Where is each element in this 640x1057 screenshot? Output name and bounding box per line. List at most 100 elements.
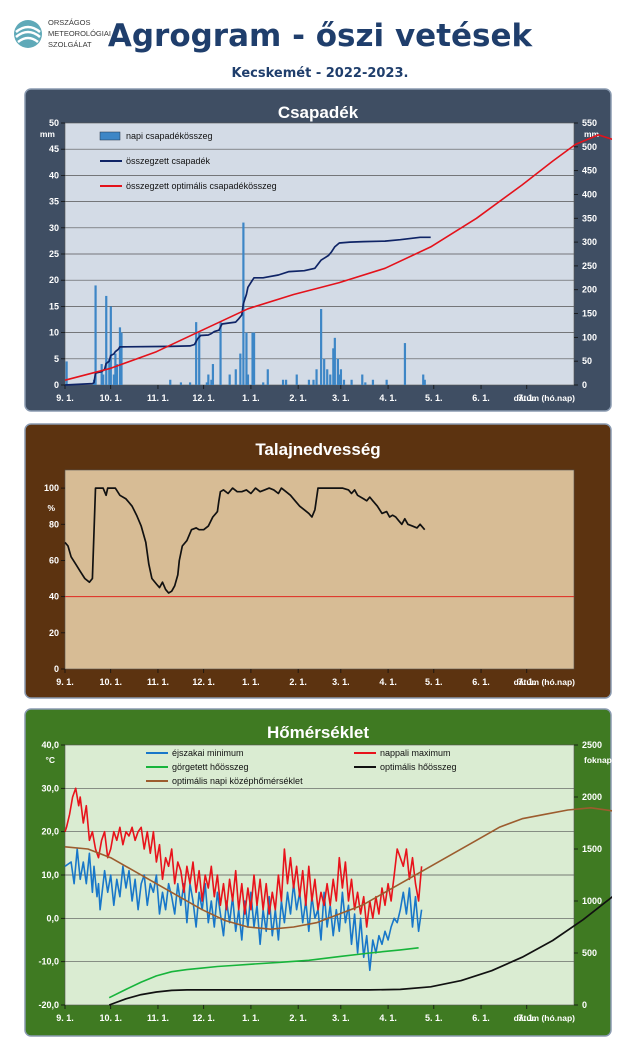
x-tick-label: 11. 1. xyxy=(147,677,169,687)
x-tick-label: 11. 1. xyxy=(147,393,169,403)
y2-axis-unit: foknap xyxy=(584,755,612,765)
y-tick-label: 45 xyxy=(49,144,59,154)
precip-bar xyxy=(246,374,250,385)
header: ORSZÁGOS METEOROLÓGIAI SZOLGÁLAT Agrogra… xyxy=(0,0,640,86)
precip-bar xyxy=(422,374,425,385)
precip-bar xyxy=(245,332,248,385)
precip-bar xyxy=(205,382,208,385)
precip-bar xyxy=(109,306,112,385)
legend-swatch xyxy=(99,131,121,141)
precip-bar xyxy=(100,364,103,385)
x-tick-label: 1. 1. xyxy=(242,393,260,403)
y2-tick-label: 250 xyxy=(582,261,597,271)
x-tick-label: 7. 1. xyxy=(518,677,536,687)
x-tick-label: 12. 1. xyxy=(192,1013,215,1023)
temperature-chart: Hőmérséklet -20,0 -10,0 0,0 10,0 20,0 30,0 40,0… xyxy=(24,708,612,1037)
y-tick-label: 40 xyxy=(49,170,59,180)
y-axis-unit: mm xyxy=(40,129,56,139)
precip-bar xyxy=(108,358,111,385)
series-line-1 xyxy=(64,787,423,928)
precip-bar xyxy=(350,379,353,385)
x-tick-label: 1. 1. xyxy=(242,1013,260,1023)
y-axis-unit: °C xyxy=(45,755,55,765)
precip-bar xyxy=(423,379,426,385)
series-line-0 xyxy=(64,487,426,594)
y-tick-label: 40,0 xyxy=(41,740,59,750)
y2-tick-label: 500 xyxy=(582,948,597,958)
legend-label: optimális hőösszeg xyxy=(380,762,457,772)
x-tick-label: 7. 1. xyxy=(518,393,536,403)
precip-bar xyxy=(262,382,265,385)
x-tick-label: 2. 1. xyxy=(289,677,307,687)
precip-bar xyxy=(361,374,364,385)
y-tick-label: 80 xyxy=(49,519,59,529)
y2-tick-label: 150 xyxy=(582,309,597,319)
precip-bar xyxy=(312,379,315,385)
precip-bar xyxy=(252,332,256,385)
y-tick-label: 5 xyxy=(54,354,59,364)
precip-bar xyxy=(338,374,341,385)
x-tick-label: 9. 1. xyxy=(56,1013,74,1023)
x-tick-label: 2. 1. xyxy=(289,393,307,403)
precip-bar xyxy=(385,379,388,385)
precip-bar xyxy=(307,379,311,385)
precip-bar xyxy=(234,369,237,385)
precip-bar xyxy=(179,382,183,385)
x-tick-label: 12. 1. xyxy=(192,677,215,687)
precip-bar xyxy=(315,369,318,385)
precip-bar xyxy=(320,309,323,385)
precip-bar xyxy=(326,369,329,385)
x-tick-label: 4. 1. xyxy=(379,1013,397,1023)
soil-moisture-panel: Talajnedvesség 0 20 40 60 80 100% 9. 1. 10. 1. 11… xyxy=(24,423,612,699)
y-tick-label: 20,0 xyxy=(41,827,59,837)
y-tick-label: 50 xyxy=(49,118,59,128)
series-line-2 xyxy=(108,947,419,999)
y-tick-label: 20 xyxy=(49,628,59,638)
precip-panel: Csapadék 0 5 10 15 20 25 30 35 40 45 50 mm 0 50 100 150 2… xyxy=(24,88,612,412)
chart-title: Talajnedvesség xyxy=(255,440,380,459)
series-line-0 xyxy=(64,848,423,972)
x-axis-unit: dátum (hó.nap) xyxy=(514,1013,576,1023)
y-tick-label: 25 xyxy=(49,249,59,259)
precip-bar xyxy=(195,322,198,385)
y2-tick-label: 500 xyxy=(582,142,597,152)
y2-tick-label: 400 xyxy=(582,189,597,199)
series-line-1 xyxy=(64,236,431,386)
y2-axis-unit: mm xyxy=(584,129,600,139)
precip-bar xyxy=(118,327,122,385)
y2-tick-label: 300 xyxy=(582,237,597,247)
x-tick-label: 6. 1. xyxy=(472,677,490,687)
x-tick-label: 6. 1. xyxy=(472,393,490,403)
x-tick-label: 10. 1. xyxy=(99,393,122,403)
precip-bar xyxy=(332,348,335,385)
precip-bar xyxy=(336,358,339,385)
precip-bar xyxy=(219,322,222,385)
x-tick-label: 5. 1. xyxy=(425,393,443,403)
temperature-panel: Hőmérséklet -20,0 -10,0 0,0 10,0 20,0 30,0 40,0… xyxy=(24,708,612,1037)
y-tick-label: 10,0 xyxy=(41,870,59,880)
precip-bar xyxy=(112,374,115,385)
x-tick-label: 3. 1. xyxy=(332,1013,350,1023)
series-line-4 xyxy=(64,807,612,930)
soil-moisture-chart: Talajnedvesség 0 20 40 60 80 100% 9. 1. 10. 1. 11… xyxy=(24,423,612,699)
x-axis-unit: dátum (hó.nap) xyxy=(514,677,576,687)
y-tick-label: 60 xyxy=(49,555,59,565)
precip-bar xyxy=(115,364,119,385)
legend-label: nappali maximum xyxy=(380,748,451,758)
legend-label: napi csapadékösszeg xyxy=(126,131,213,141)
x-tick-label: 1. 1. xyxy=(242,677,260,687)
precip-bar xyxy=(114,353,117,385)
y2-tick-label: 200 xyxy=(582,285,597,295)
y2-tick-label: 450 xyxy=(582,166,597,176)
precip-bar xyxy=(120,332,123,385)
precip-bar xyxy=(65,361,68,385)
precip-bar xyxy=(239,353,242,385)
x-tick-label: 10. 1. xyxy=(99,1013,122,1023)
y-tick-label: 0 xyxy=(54,664,59,674)
chart-title: Hőmérséklet xyxy=(267,723,369,742)
y-tick-label: -10,0 xyxy=(38,957,59,967)
y-tick-label: 100 xyxy=(44,483,59,493)
y-tick-label: 0 xyxy=(54,380,59,390)
precip-bar xyxy=(266,369,269,385)
x-tick-label: 10. 1. xyxy=(99,677,122,687)
